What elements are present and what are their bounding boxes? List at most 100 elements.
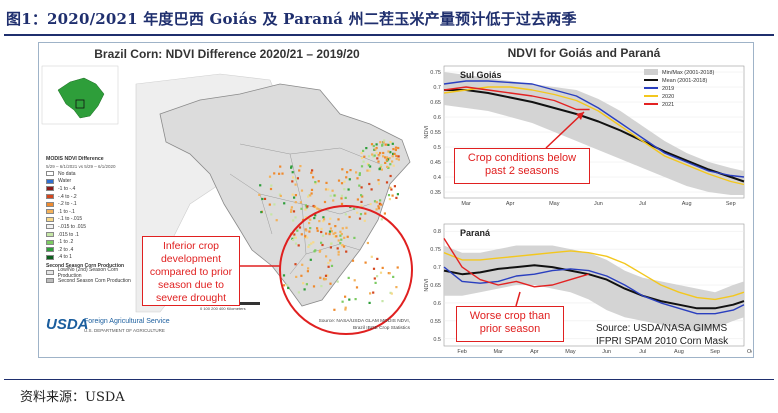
legend-label: -.4 to -.2 xyxy=(58,193,77,200)
usda-logo: USDA Foreign Agricultural Service U.S. D… xyxy=(46,314,196,350)
ndvi-pixel xyxy=(292,210,296,213)
ndvi-pixel xyxy=(344,306,347,309)
ndvi-pixel xyxy=(334,225,337,228)
ndvi-pixel xyxy=(340,233,343,236)
legend-label: -.1 to -.015 xyxy=(58,216,83,223)
y-tick-label: 0.55 xyxy=(430,130,441,136)
ndvi-pixel xyxy=(290,166,293,169)
ndvi-pixel xyxy=(329,259,332,262)
ndvi-pixel xyxy=(368,169,371,172)
ndvi-pixel xyxy=(330,264,334,267)
ndvi-pixel xyxy=(290,210,293,213)
ndvi-pixel xyxy=(332,199,335,202)
ndvi-pixel xyxy=(307,267,310,270)
ndvi-pixel xyxy=(378,168,381,171)
ndvi-pixel xyxy=(386,159,389,162)
legend-item-1: Water xyxy=(46,178,138,186)
y-tick-label: 0.5 xyxy=(433,145,441,151)
legend-subtitle: 5/29 – 6/1/2021 vs 5/29 – 6/1/2020 xyxy=(46,164,116,169)
ndvi-pixel xyxy=(326,274,329,277)
ndvi-pixel xyxy=(379,165,382,168)
ndvi-pixel xyxy=(370,255,373,258)
legend-label: No data xyxy=(58,170,76,177)
ndvi-pixel xyxy=(313,217,316,220)
ndvi-pixel xyxy=(287,286,290,290)
ndvi-pixel xyxy=(305,229,308,232)
legend-label: .4 to 1 xyxy=(58,254,72,261)
ndvi-pixel xyxy=(329,227,332,230)
ndvi-pixel xyxy=(382,155,385,158)
x-tick-label: Jun xyxy=(602,349,611,355)
legend-label: Water xyxy=(58,178,72,185)
ndvi-pixel xyxy=(348,215,351,219)
x-tick-label: Feb xyxy=(457,349,466,355)
ndvi-pixel xyxy=(380,168,383,171)
ndvi-pixel xyxy=(375,151,378,155)
ndvi-pixel xyxy=(297,244,300,247)
ndvi-pixel xyxy=(381,143,384,146)
parana-callout: Worse crop than prior season xyxy=(456,306,564,342)
legend-label: -.015 to .015 xyxy=(58,223,87,230)
ndvi-pixel xyxy=(343,180,346,183)
ndvi-pixel xyxy=(339,234,342,237)
ndvi-pixel xyxy=(380,218,383,221)
ndvi-pixel xyxy=(387,150,390,153)
legend-swatch xyxy=(46,232,54,238)
ndvi-pixel xyxy=(328,230,332,233)
ndvi-pixel xyxy=(310,171,313,174)
ndvi-pixel xyxy=(353,236,356,239)
second-season-item-0: Low/No (2nd) Season Corn Production xyxy=(46,267,138,279)
ndvi-pixel xyxy=(290,208,293,211)
legend-swatch xyxy=(46,201,54,207)
inset-focus-box xyxy=(75,99,85,109)
ndvi-pixel xyxy=(336,247,339,250)
ndvi-pixel xyxy=(321,234,325,237)
ndvi-pixel xyxy=(300,233,303,236)
legend-entry: 2021 xyxy=(662,102,674,108)
ndvi-pixel xyxy=(263,197,267,200)
ndvi-pixel xyxy=(353,279,356,282)
title-rule xyxy=(4,34,774,36)
ndvi-pixel xyxy=(379,141,382,144)
ndvi-pixel xyxy=(391,194,394,197)
legend-item-7: -.015 to .015 xyxy=(46,223,138,231)
legend-item-8: .015 to .1 xyxy=(46,231,138,239)
ndvi-pixel xyxy=(377,207,380,210)
ndvi-pixel xyxy=(328,222,331,226)
ndvi-pixel xyxy=(337,218,340,221)
ndvi-pixel xyxy=(360,194,363,197)
ndvi-pixel xyxy=(273,203,276,206)
legend-swatch xyxy=(46,278,54,284)
ndvi-pixel xyxy=(377,160,380,163)
ndvi-pixel xyxy=(261,197,264,201)
map-source-line-1: Source: NASA/USDA GLAM MODIS NDVI, xyxy=(318,319,410,324)
ndvi-pixel xyxy=(361,195,364,198)
brazil-outline xyxy=(159,83,411,307)
ndvi-pixel xyxy=(366,162,369,166)
ndvi-pixel xyxy=(302,218,305,221)
ndvi-pixel xyxy=(314,182,317,185)
ndvi-pixel xyxy=(313,205,316,208)
ndvi-pixel xyxy=(388,157,391,160)
ndvi-pixel xyxy=(348,298,351,301)
legend-swatch xyxy=(46,239,54,245)
charts-area: NDVI for Goiás and Paraná 0.35 0.4 0.45 0.5… xyxy=(416,44,752,356)
ndvi-pixel xyxy=(384,156,387,159)
ndvi-pixel xyxy=(294,201,297,204)
y-tick-label: 0.45 xyxy=(430,160,441,166)
map-area: Brazil Corn: NDVI Difference 2020/21 – 2… xyxy=(40,44,414,356)
second-season-rows: Low/No (2nd) Season Corn Production Secon… xyxy=(46,267,138,284)
ndvi-pixel xyxy=(270,184,273,187)
ndvi-pixel xyxy=(331,189,334,192)
ndvi-pixel xyxy=(312,285,316,288)
ndvi-pixel xyxy=(343,188,346,191)
ndvi-pixel xyxy=(316,207,319,210)
ndvi-pixel xyxy=(309,258,312,261)
ndvi-pixel xyxy=(306,205,309,208)
ndvi-pixel xyxy=(369,203,372,206)
series-line-mean-2001-2018- xyxy=(444,89,745,183)
ndvi-pixel xyxy=(380,203,383,206)
ndvi-pixel xyxy=(316,227,319,230)
ndvi-pixel xyxy=(318,250,321,253)
ndvi-pixel xyxy=(393,152,396,155)
